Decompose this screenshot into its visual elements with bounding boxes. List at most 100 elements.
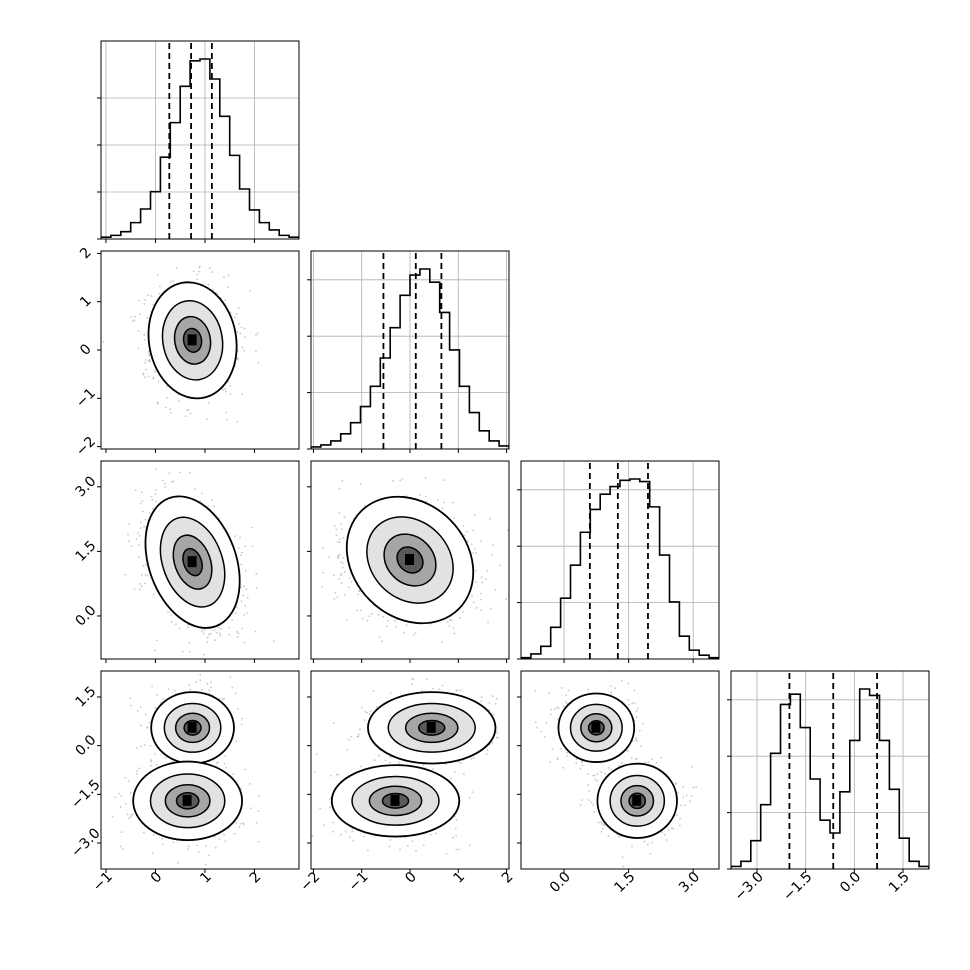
scatter-point — [152, 376, 155, 379]
scatter-point — [329, 774, 332, 777]
scatter-point — [150, 759, 153, 761]
scatter-point — [540, 730, 542, 733]
scatter-point — [150, 495, 153, 498]
scatter-point — [332, 722, 335, 725]
scatter-point — [241, 393, 244, 396]
scatter-point — [229, 393, 232, 395]
scatter-point — [246, 612, 249, 614]
scatter-point — [411, 840, 414, 843]
scatter-point — [468, 796, 471, 799]
scatter-point — [188, 650, 191, 653]
scatter-point — [133, 319, 136, 322]
scatter-point — [236, 636, 239, 639]
scatter-point — [360, 707, 363, 709]
histogram-1 — [311, 268, 509, 449]
scatter-point — [133, 588, 136, 591]
scatter-point — [313, 771, 316, 774]
panel-frame — [520, 460, 720, 660]
scatter-point — [480, 576, 483, 579]
scatter-point — [135, 538, 138, 540]
scatter-point — [489, 607, 492, 610]
scatter-point — [328, 556, 330, 558]
scatter-point — [480, 592, 483, 595]
scatter-point — [528, 720, 530, 722]
scatter-point — [372, 690, 375, 692]
scatter-point — [169, 408, 172, 411]
scatter-point — [240, 326, 243, 329]
scatter-point — [255, 334, 257, 336]
density-peak-0 — [187, 556, 197, 568]
scatter-point — [369, 710, 372, 713]
scatter-point — [127, 780, 130, 783]
scatter-point — [102, 340, 105, 343]
scatter-point — [494, 588, 497, 591]
scatter-point — [198, 270, 200, 273]
scatter-point — [172, 480, 175, 483]
scatter-point — [170, 614, 173, 616]
scatter-point — [257, 810, 260, 813]
scatter-point — [144, 563, 147, 566]
scatter-point — [258, 795, 260, 798]
scatter-point — [154, 752, 156, 755]
scatter-point — [231, 686, 234, 689]
scatter-point — [378, 636, 381, 638]
scatter-point — [455, 819, 458, 821]
scatter-point — [343, 516, 346, 519]
scatter-point — [130, 544, 133, 547]
scatter-point — [201, 452, 203, 454]
scatter-point — [205, 845, 207, 848]
scatter-point — [224, 754, 227, 757]
scatter-point — [142, 373, 145, 376]
scatter-point — [245, 588, 248, 591]
scatter-point — [243, 613, 246, 616]
scatter-point — [384, 759, 387, 762]
scatter-point — [635, 716, 638, 718]
scatter-point — [166, 385, 169, 388]
scatter-point — [642, 722, 644, 725]
scatter-point — [238, 322, 240, 325]
scatter-point — [213, 629, 216, 631]
scatter-point — [323, 824, 325, 827]
scatter-point — [638, 729, 641, 732]
scatter-point — [360, 765, 363, 768]
scatter-point — [454, 771, 456, 774]
scatter-point — [337, 556, 339, 558]
scatter-point — [473, 547, 476, 550]
scatter-point — [385, 625, 388, 628]
scatter-point — [145, 359, 147, 361]
scatter-point — [244, 604, 247, 607]
joint-frame-1-2 — [307, 460, 510, 663]
scatter-point — [254, 630, 257, 633]
scatter-point — [136, 747, 138, 749]
scatter-point — [455, 689, 458, 692]
scatter-point — [445, 852, 448, 855]
scatter-point — [139, 588, 141, 591]
scatter-point — [338, 541, 341, 543]
scatter-point — [475, 606, 478, 609]
scatter-point — [234, 612, 237, 615]
scatter-point — [155, 639, 158, 642]
scatter-point — [450, 619, 453, 622]
scatter-point — [304, 536, 306, 538]
scatter-point — [452, 627, 455, 629]
scatter-point — [454, 827, 457, 830]
scatter-point — [141, 510, 144, 513]
scatter-point — [472, 757, 475, 759]
scatter-point — [311, 835, 314, 838]
scatter-point — [150, 764, 152, 767]
scatter-point — [342, 537, 345, 539]
scatter-point — [146, 294, 149, 297]
scatter-point — [232, 773, 235, 776]
scatter-point — [367, 849, 369, 852]
scatter-point — [118, 792, 120, 795]
scatter-point — [234, 535, 236, 538]
scatter-point — [228, 626, 231, 629]
scatter-point — [235, 740, 238, 743]
scatter-point — [166, 396, 168, 399]
scatter-point — [144, 361, 147, 364]
scatter-point — [334, 591, 337, 594]
scatter-point — [224, 390, 227, 393]
scatter-point — [406, 844, 409, 847]
histogram-2 — [521, 478, 719, 659]
scatter-point — [223, 697, 225, 700]
